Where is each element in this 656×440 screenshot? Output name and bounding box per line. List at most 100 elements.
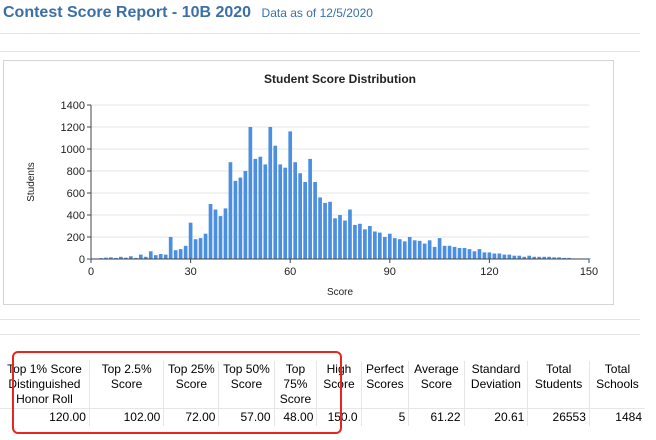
y-tick-label: 0 [79,254,85,266]
histogram-bar [542,256,547,259]
chart-title: Student Score Distribution [264,72,416,86]
stats-value-cell: 26553 [527,408,590,426]
stats-column-header: Total Schools [589,361,645,409]
x-tick-label: 90 [384,266,396,278]
stats-header-text: High [326,362,352,376]
stats-header-text: Score [230,377,263,391]
histogram-bar [472,251,477,259]
histogram-bar [193,239,198,259]
stats-header-text: Average [414,362,459,376]
histogram-bar [119,256,123,259]
x-tick-label: 60 [284,266,296,278]
histogram-bar [492,253,497,259]
stats-header-text: Top 1% Score [7,362,82,376]
histogram-bar [223,208,228,259]
stats-header-text: Score [110,377,143,391]
histogram-bar [517,255,522,259]
histogram-bar [303,182,307,259]
stats-value-cell: 120.00 [0,408,90,426]
histogram-bar [333,218,337,259]
histogram-bar [318,197,322,259]
stats-column-header: Top 2.5% Score [89,361,165,409]
stats-value-cell: 72.00 [163,408,220,426]
histogram-bar [447,245,452,259]
histogram-bar [133,257,138,259]
histogram-bar [138,254,143,259]
x-tick-label: 120 [480,266,498,278]
histogram-bar [213,209,218,259]
x-tick-label: 30 [184,266,196,278]
stats-header-text: Score [323,377,355,391]
histogram-bar [552,257,556,259]
x-axis-label: Score [327,287,354,298]
histogram-bar [442,245,447,259]
histogram-bar [507,254,512,259]
histogram-bar [253,158,258,259]
stats-header-text: Total [604,362,631,376]
stats-value-row: 120.00 102.00 72.00 57.00 48.00 150.0 5 61.22 20… [0,408,645,426]
chart-svg: Student Score Distribution02004006008001… [26,72,598,298]
histogram-bar [198,238,203,259]
histogram-bar [382,237,387,259]
histogram-bar [148,251,153,259]
histogram-bar [402,241,407,259]
stats-value-cell: 48.00 [274,408,318,426]
divider [0,33,640,34]
stats-value-cell: 150.0 [316,408,362,426]
stats-table-container: Top 1% Score Distinguished Honor Roll Top 2… [0,361,645,426]
histogram-bar [163,254,168,259]
histogram-bar [527,255,532,259]
divider [0,319,640,320]
stats-header-text: Scores [366,377,404,391]
histogram-bar [397,239,402,259]
histogram-bar [482,252,487,259]
y-tick-label: 1200 [61,122,85,134]
histogram-bar [547,256,551,259]
histogram-bar [437,238,442,259]
stats-value-cell: 20.61 [464,408,529,426]
stats-header-text: Total [545,362,572,376]
histogram-bar [522,256,527,259]
histogram-bar [104,257,108,259]
score-distribution-chart: Student Score Distribution 0 200 400 600 800 1… [3,60,614,305]
histogram-bar [278,164,283,259]
histogram-bar [228,162,233,259]
histogram-bar [183,245,188,259]
histogram-bar [368,226,372,259]
histogram-bar [129,256,133,259]
histogram-bar [168,237,173,259]
histogram-bar [562,257,566,259]
histogram-bar [387,233,392,259]
histogram-bar [412,240,417,259]
histogram-bar [188,222,193,259]
histogram-bar [114,257,118,259]
histogram-bar [268,127,273,259]
stats-value-cell: 57.00 [218,408,275,426]
stats-header-text: Perfect [365,362,404,376]
histogram-bar [109,257,113,259]
y-tick-label: 1400 [61,100,85,112]
histogram-bar [143,256,148,259]
stats-header-text: Top 2.5% [101,362,152,376]
histogram-bar [487,252,492,259]
histogram-bar [512,255,517,259]
stats-header-text: Top 25% [168,362,215,376]
stats-value-cell: 61.22 [408,408,465,426]
stats-value-cell: 5 [361,408,410,426]
stats-column-header: Average Score [408,361,465,409]
stats-header-text: Schools [596,377,639,391]
histogram-bar [557,257,561,259]
y-tick-label: 1000 [61,144,85,156]
stats-header-text: Standard [471,362,521,376]
histogram-bar [392,238,397,259]
stats-header-text: Students [534,377,583,391]
histogram-bar [422,243,427,259]
histogram-bar [248,127,253,259]
stats-header-text: Top [285,362,306,376]
stats-value-cell: 1484 [589,408,645,426]
stats-column-header: Top 25% Score [163,361,220,409]
stats-header-row: Top 1% Score Distinguished Honor Roll Top 2… [0,361,645,409]
histogram-bar [208,204,213,259]
stats-header-text: Score [420,377,453,391]
histogram-bar [288,131,293,259]
